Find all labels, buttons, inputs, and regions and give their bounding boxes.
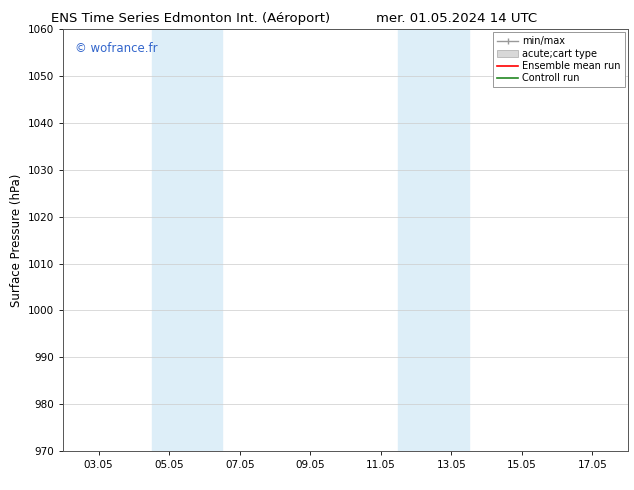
Text: mer. 01.05.2024 14 UTC: mer. 01.05.2024 14 UTC [376,12,537,25]
Bar [398,29,469,451]
Text: © wofrance.fr: © wofrance.fr [75,42,157,55]
Text: ENS Time Series Edmonton Int. (Aéroport): ENS Time Series Edmonton Int. (Aéroport) [51,12,330,25]
Y-axis label: Surface Pressure (hPa): Surface Pressure (hPa) [10,173,23,307]
Bar [152,29,222,451]
Legend: min/max, acute;cart type, Ensemble mean run, Controll run: min/max, acute;cart type, Ensemble mean … [493,32,624,87]
